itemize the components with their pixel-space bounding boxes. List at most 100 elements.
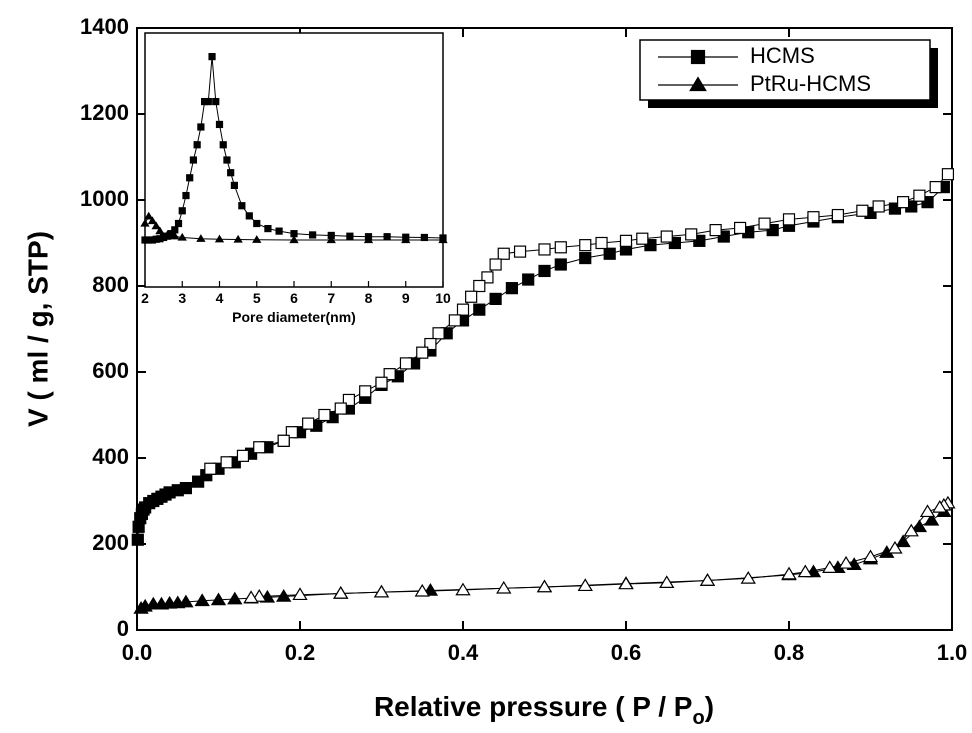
marker bbox=[178, 594, 194, 608]
marker bbox=[932, 500, 948, 513]
marker bbox=[193, 141, 201, 149]
marker bbox=[448, 314, 461, 327]
marker bbox=[219, 141, 227, 149]
marker bbox=[465, 290, 478, 303]
marker bbox=[227, 169, 235, 177]
x-tick-label: 0.6 bbox=[611, 640, 642, 665]
marker bbox=[432, 327, 445, 340]
inset-x-tick-label: 3 bbox=[178, 290, 186, 306]
marker bbox=[215, 120, 224, 129]
marker bbox=[236, 449, 250, 462]
marker bbox=[375, 376, 388, 389]
y-tick-label: 1200 bbox=[80, 100, 129, 125]
inset-x-tick-label: 7 bbox=[327, 290, 335, 306]
marker bbox=[473, 279, 486, 293]
marker bbox=[318, 408, 331, 422]
marker bbox=[497, 247, 510, 260]
marker bbox=[204, 462, 217, 475]
marker bbox=[505, 282, 518, 295]
x-tick-label: 0.0 bbox=[122, 640, 153, 665]
marker bbox=[204, 97, 212, 106]
marker bbox=[416, 346, 429, 359]
marker bbox=[579, 251, 592, 265]
marker bbox=[289, 235, 299, 244]
marker bbox=[253, 219, 261, 228]
marker bbox=[151, 221, 161, 230]
marker bbox=[919, 504, 936, 518]
marker bbox=[220, 456, 233, 469]
marker bbox=[595, 236, 608, 250]
x-axis-title-subscript: o bbox=[692, 707, 704, 729]
marker bbox=[822, 560, 838, 573]
marker bbox=[862, 549, 879, 563]
marker bbox=[473, 303, 486, 316]
marker bbox=[685, 228, 698, 241]
marker bbox=[399, 357, 413, 370]
marker bbox=[522, 273, 535, 286]
marker bbox=[831, 208, 845, 222]
x-tick-label: 0.4 bbox=[448, 640, 479, 665]
marker bbox=[131, 533, 144, 546]
marker bbox=[554, 258, 567, 271]
marker bbox=[162, 230, 173, 239]
marker bbox=[363, 235, 374, 244]
marker bbox=[178, 207, 186, 215]
marker bbox=[333, 586, 349, 599]
y-tick-label: 800 bbox=[92, 272, 129, 297]
marker bbox=[709, 224, 722, 237]
marker bbox=[618, 576, 634, 590]
marker bbox=[668, 236, 682, 250]
marker bbox=[513, 245, 527, 258]
marker bbox=[929, 181, 942, 194]
marker bbox=[147, 216, 158, 225]
marker bbox=[373, 584, 390, 598]
marker bbox=[455, 582, 471, 596]
y-tick-label: 400 bbox=[92, 444, 129, 469]
marker bbox=[277, 434, 290, 447]
marker bbox=[797, 564, 813, 578]
marker bbox=[196, 234, 206, 242]
x-axis-title: Relative pressure ( P / Po) bbox=[374, 691, 714, 729]
marker bbox=[636, 232, 649, 245]
marker bbox=[838, 555, 854, 569]
marker bbox=[140, 218, 150, 227]
marker bbox=[155, 226, 165, 235]
marker bbox=[253, 441, 266, 454]
x-tick-label: 1.0 bbox=[937, 640, 968, 665]
marker bbox=[227, 591, 243, 605]
marker bbox=[174, 219, 183, 228]
marker bbox=[659, 575, 675, 589]
marker bbox=[496, 580, 512, 594]
marker bbox=[807, 211, 820, 224]
marker bbox=[856, 204, 869, 217]
marker bbox=[144, 211, 154, 220]
marker bbox=[342, 393, 355, 407]
marker bbox=[782, 213, 796, 226]
marker bbox=[208, 53, 216, 61]
marker bbox=[238, 202, 246, 210]
marker bbox=[177, 232, 187, 241]
marker bbox=[538, 243, 551, 256]
marker bbox=[693, 234, 706, 247]
marker bbox=[913, 189, 926, 202]
marker bbox=[717, 230, 730, 243]
marker bbox=[245, 212, 253, 220]
inset-x-axis-title: Pore diameter(nm) bbox=[232, 309, 356, 325]
marker bbox=[579, 239, 592, 252]
inset-x-tick-label: 5 bbox=[253, 290, 261, 306]
marker bbox=[252, 235, 262, 243]
marker bbox=[223, 156, 231, 164]
marker bbox=[438, 235, 448, 244]
marker bbox=[536, 579, 553, 593]
y-tick-label: 1400 bbox=[80, 14, 129, 39]
marker bbox=[292, 587, 308, 601]
marker bbox=[170, 231, 180, 240]
y-tick-label: 1000 bbox=[80, 186, 129, 211]
marker bbox=[690, 49, 706, 65]
marker bbox=[644, 239, 657, 252]
inset-x-tick-label: 8 bbox=[365, 290, 373, 306]
x-tick-label: 0.8 bbox=[774, 640, 805, 665]
marker bbox=[309, 231, 317, 239]
x-tick-label: 0.2 bbox=[285, 640, 316, 665]
